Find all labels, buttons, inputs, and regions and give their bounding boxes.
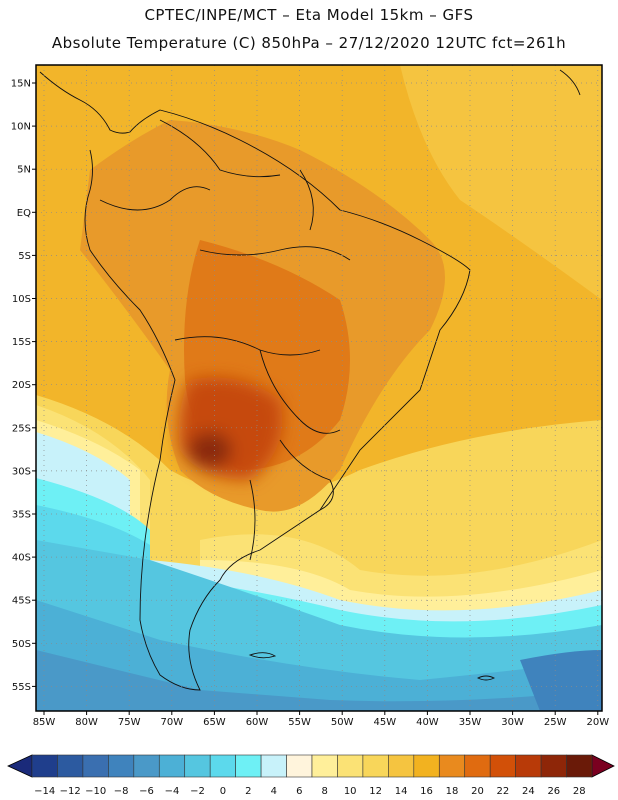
colorbar-swatch: [82, 754, 109, 778]
lat-label-5n: 5N: [17, 165, 31, 176]
colorbar-swatch: [235, 754, 262, 778]
lon-label-85w: 85W: [33, 717, 56, 728]
colorbar-label: 16: [420, 786, 433, 797]
colorbar-label: 26: [547, 786, 560, 797]
band-minus8c: [520, 650, 602, 711]
lon-label-35w: 35W: [459, 717, 482, 728]
northeast-ocean-band: [400, 65, 602, 300]
colorbar-label: 14: [395, 786, 408, 797]
lon-label-30w: 30W: [501, 717, 524, 728]
lat-label-15s: 15S: [12, 337, 31, 348]
lat-label-40s: 40S: [12, 553, 31, 564]
coastlines: [39, 69, 581, 691]
colorbar-swatch: [31, 754, 58, 778]
colorbar-label: −12: [60, 786, 81, 797]
colorbar-swatch: [337, 754, 364, 778]
colorbar-swatch: [388, 754, 415, 778]
colorbar-swatch: [489, 754, 516, 778]
lat-label-35s: 35S: [12, 510, 31, 521]
colorbar-over-arrow: [591, 754, 615, 778]
lat-label-20s: 20S: [12, 380, 31, 391]
heat-core-max: [188, 432, 232, 468]
colorbar-label: −4: [165, 786, 180, 797]
colorbar-swatch: [540, 754, 567, 778]
colorbar-label: 0: [220, 786, 226, 797]
lat-label-50s: 50S: [12, 639, 31, 650]
colorbar-label: 24: [522, 786, 535, 797]
colorbar-swatch: [108, 754, 135, 778]
colorbar-swatch: [566, 754, 593, 778]
colorbar-swatch: [57, 754, 84, 778]
lon-label-50w: 50W: [331, 717, 354, 728]
colorbar-swatch: [464, 754, 491, 778]
colorbar-swatch: [311, 754, 338, 778]
latitude-axis: 15N 10N 5N EQ 5S 10S 15S 20S 25S 30S 35S 40S 45S 50S 5…: [11, 79, 36, 693]
colorbar-label: 18: [446, 786, 459, 797]
lon-label-25w: 25W: [544, 717, 567, 728]
colorbar-label: −2: [190, 786, 205, 797]
colorbar-label: 2: [245, 786, 251, 797]
colorbar-label: 6: [296, 786, 302, 797]
lat-label-25s: 25S: [12, 423, 31, 434]
colorbar-swatch: [133, 754, 160, 778]
lon-label-60w: 60W: [246, 717, 269, 728]
colorbar-label: −8: [114, 786, 129, 797]
lat-label-15n: 15N: [11, 79, 31, 90]
lat-label-10n: 10N: [11, 122, 31, 133]
lat-label-45s: 45S: [12, 596, 31, 607]
title-line-1: CPTEC/INPE/MCT – Eta Model 15km – GFS: [144, 6, 474, 24]
colorbar-swatch: [438, 754, 466, 778]
temperature-field: [36, 65, 602, 711]
lon-label-20w: 20W: [586, 717, 609, 728]
band-minus4c: [36, 600, 602, 711]
lon-label-40w: 40W: [416, 717, 439, 728]
lat-label-eq: EQ: [17, 208, 31, 219]
colorbar-swatch: [286, 754, 313, 778]
lon-label-45w: 45W: [373, 717, 396, 728]
colorbar-label: 22: [497, 786, 510, 797]
colorbar-label: 8: [322, 786, 328, 797]
colorbar-swatch: [260, 754, 287, 778]
colorbar-label: −14: [34, 786, 55, 797]
colorbar: −14 −12 −10 −8 −6 −4 −2 0 2 4 6 8 10 12 14 16 18 20 22 24 26…: [7, 754, 615, 797]
colorbar-swatch: [515, 754, 542, 778]
colorbar-swatch: [413, 754, 440, 778]
colorbar-swatch: [362, 754, 389, 778]
lat-label-10s: 10S: [12, 294, 31, 305]
lon-label-75w: 75W: [118, 717, 141, 728]
colorbar-label: 12: [369, 786, 382, 797]
lon-label-65w: 65W: [203, 717, 226, 728]
colorbar-label: 10: [344, 786, 357, 797]
colorbar-label: 20: [471, 786, 484, 797]
title-line-2: Absolute Temperature (C) 850hPa – 27/12/…: [51, 34, 567, 52]
colorbar-swatch: [184, 754, 211, 778]
colorbar-under-arrow: [7, 754, 33, 778]
colorbar-label: −10: [85, 786, 106, 797]
lon-label-70w: 70W: [160, 717, 183, 728]
lon-label-80w: 80W: [75, 717, 98, 728]
colorbar-swatch: [158, 754, 186, 778]
band-minus6c: [36, 650, 602, 711]
map-frame: [35, 64, 603, 712]
longitude-axis: 85W 80W 75W 70W 65W 60W 55W 50W 45W 40W 35W 30W 25W 2…: [33, 711, 609, 728]
lon-label-55w: 55W: [288, 717, 311, 728]
lat-label-5s: 5S: [18, 251, 31, 262]
colorbar-label: −6: [139, 786, 154, 797]
colorbar-label: 4: [271, 786, 277, 797]
lat-label-55s: 55S: [12, 682, 31, 693]
colorbar-label: 28: [573, 786, 586, 797]
lat-label-30s: 30S: [12, 466, 31, 477]
colorbar-swatch: [209, 754, 236, 778]
